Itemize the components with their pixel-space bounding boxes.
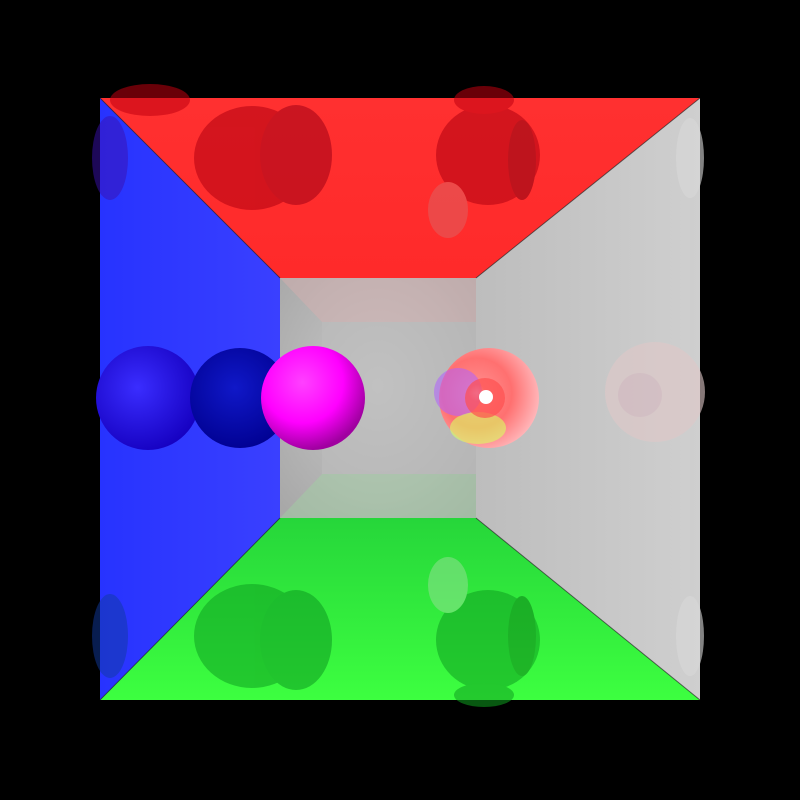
ceiling-reflections: [110, 84, 540, 238]
back-wall-reflection-bottom: [280, 474, 476, 518]
box-edges: [99, 97, 701, 701]
right-wall: [476, 98, 700, 700]
back-wall-reflection-top: [280, 278, 476, 322]
magenta-sphere: [261, 346, 365, 450]
glass-sphere: [434, 348, 539, 448]
left-wall-reflections: [92, 116, 290, 678]
right-wall-reflections: [605, 118, 705, 676]
floor-reflections: [194, 557, 540, 707]
